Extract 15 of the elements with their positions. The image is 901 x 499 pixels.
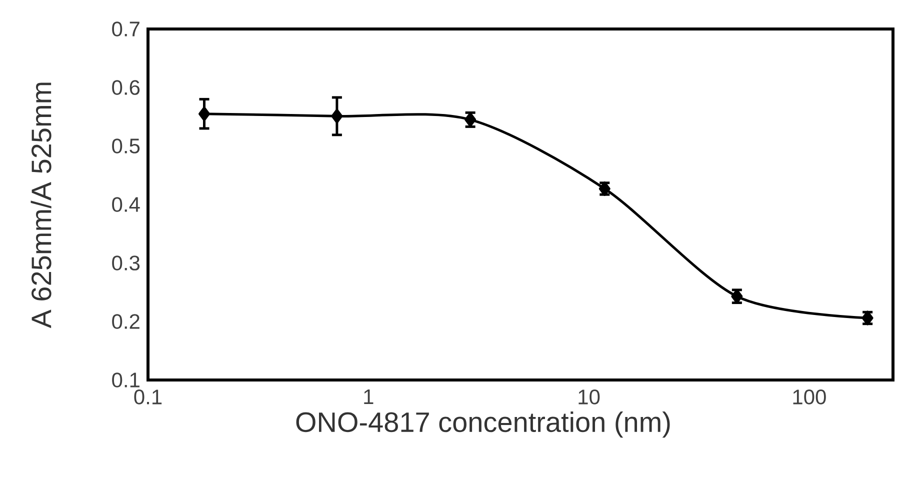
x-tick-label: 10 (578, 390, 600, 404)
x-axis-title: ONO-4817 concentration (nm) (296, 412, 670, 438)
y-tick-label: 0.4 (112, 197, 140, 212)
y-axis-title: A 625mm/A 525mm (30, 82, 52, 328)
point (331, 108, 343, 124)
x-tick-label: 1 (364, 390, 374, 404)
y-tick-label: 0.6 (112, 80, 140, 95)
point (198, 106, 210, 122)
y-tick-label: 0.3 (112, 256, 140, 270)
y-tick-label: 0.5 (112, 138, 140, 154)
y-tick-label: 0.1 (112, 372, 140, 388)
x-tick-label: 100 (793, 390, 826, 404)
x-tick-label: 0.1 (134, 390, 162, 404)
y-tick-label: 0.2 (112, 314, 140, 329)
y-tick-label: 0.7 (112, 22, 140, 36)
